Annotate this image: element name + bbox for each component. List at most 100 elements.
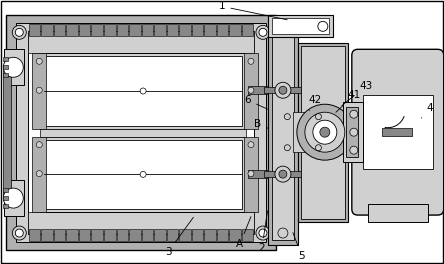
Bar [268,20,298,245]
Circle shape [259,229,267,237]
Bar [154,24,166,36]
Bar [242,229,254,241]
Bar [272,18,329,34]
Bar [272,25,294,240]
Bar [293,112,305,152]
Text: 2: 2 [258,211,268,253]
Bar [40,137,246,212]
Bar [29,229,40,241]
Text: A: A [236,217,251,249]
Text: 3: 3 [165,217,194,257]
Bar [41,24,53,36]
Bar [40,129,246,137]
Bar [166,24,178,36]
Bar [217,229,228,241]
Bar [179,24,191,36]
Circle shape [140,171,146,177]
Bar [116,24,128,36]
Circle shape [315,145,321,151]
Bar [67,24,78,36]
Bar [3,57,8,61]
Bar [3,65,8,69]
Bar [54,24,65,36]
Text: 41: 41 [336,90,361,112]
Circle shape [248,171,254,177]
Circle shape [320,127,330,137]
Text: 5: 5 [293,233,305,261]
Bar [204,229,216,241]
Circle shape [36,142,42,148]
Bar [104,229,115,241]
Circle shape [248,142,254,148]
Bar [29,24,40,36]
Bar [44,56,242,126]
Bar [28,212,254,234]
Circle shape [3,188,23,208]
Circle shape [284,114,290,120]
Bar [129,24,141,36]
Bar [248,86,268,94]
Bar [268,15,333,37]
Circle shape [350,128,358,136]
Circle shape [12,226,26,240]
Bar [244,137,258,212]
Bar [4,49,24,85]
Bar [154,229,166,241]
Bar [382,128,412,136]
Circle shape [279,170,287,178]
Circle shape [275,166,291,182]
Circle shape [297,104,353,160]
Circle shape [279,86,287,94]
Bar [248,170,268,178]
Bar [230,24,241,36]
Bar [91,24,103,36]
Bar [3,73,8,77]
Circle shape [15,229,23,237]
Text: 43: 43 [342,81,373,106]
Bar [244,53,258,129]
Bar [44,140,242,209]
Text: 4: 4 [421,103,433,118]
Bar [3,188,8,192]
Bar [54,229,65,241]
Bar [32,137,46,212]
Bar [298,43,348,222]
Bar [358,126,362,138]
Bar [3,65,11,200]
Bar [41,229,53,241]
Circle shape [36,87,42,93]
Circle shape [350,146,358,154]
Bar [142,24,153,36]
Bar [264,87,303,93]
Text: B: B [254,119,268,129]
Text: 6: 6 [245,95,267,109]
Circle shape [248,58,254,64]
Bar [129,229,141,241]
Circle shape [248,87,254,93]
Circle shape [284,145,290,151]
Circle shape [305,112,345,152]
Bar [116,229,128,241]
Circle shape [256,25,270,39]
Bar [16,23,266,242]
FancyBboxPatch shape [352,49,444,215]
Bar [179,229,191,241]
Bar [242,24,254,36]
Bar [28,31,254,53]
Bar [3,196,8,200]
Bar [204,24,216,36]
Bar [363,95,433,169]
Circle shape [315,114,321,120]
Text: 1: 1 [219,1,287,20]
Circle shape [275,82,291,98]
Text: 42: 42 [308,95,321,111]
Circle shape [259,28,267,36]
Circle shape [36,171,42,177]
Bar [4,180,24,216]
Circle shape [278,27,288,37]
Bar [217,24,228,36]
Bar [230,229,241,241]
Circle shape [350,110,358,118]
Bar [67,229,78,241]
Bar [79,24,91,36]
